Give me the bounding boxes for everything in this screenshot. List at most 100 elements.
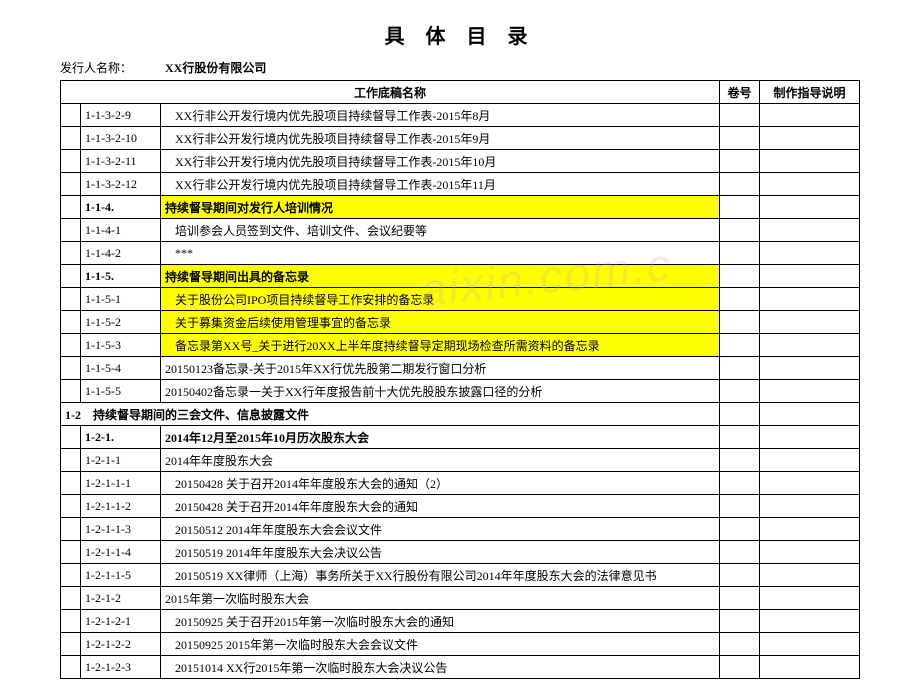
- header-volume: 卷号: [720, 81, 760, 104]
- cell-spacer: [61, 518, 81, 541]
- cell-spacer: [61, 495, 81, 518]
- cell-guide: [760, 518, 860, 541]
- cell-guide: [760, 127, 860, 150]
- issuer-line: 发行人名称： XX行股份有限公司: [60, 59, 860, 76]
- cell-volume: [720, 380, 760, 403]
- cell-guide: [760, 173, 860, 196]
- table-row: 1-2-1-1-220150428 关于召开2014年年度股东大会的通知: [61, 495, 860, 518]
- cell-desc: XX行非公开发行境内优先股项目持续督导工作表-2015年11月: [161, 173, 720, 196]
- cell-guide: [760, 426, 860, 449]
- cell-desc: 关于股份公司IPO项目持续督导工作安排的备忘录: [161, 288, 720, 311]
- cell-code: 1-1-5-2: [81, 311, 161, 334]
- cell-guide: [760, 495, 860, 518]
- issuer-label: 发行人名称：: [60, 59, 132, 76]
- cell-spacer: [61, 357, 81, 380]
- cell-guide: [760, 219, 860, 242]
- header-guide: 制作指导说明: [760, 81, 860, 104]
- cell-spacer: [61, 173, 81, 196]
- section-1-2-label: 1-2 持续督导期间的三会文件、信息披露文件: [61, 403, 720, 426]
- cell-desc: 20151014 XX行2015年第一次临时股东大会决议公告: [161, 656, 720, 679]
- cell-volume: [720, 334, 760, 357]
- cell-guide: [760, 242, 860, 265]
- table-row: 1-2-1-1-120150428 关于召开2014年年度股东大会的通知（2）: [61, 472, 860, 495]
- cell-volume: [720, 150, 760, 173]
- cell-desc: 持续督导期间对发行人培训情况: [161, 196, 720, 219]
- table-row: 1-1-5-420150123备忘录-关于2015年XX行优先股第二期发行窗口分…: [61, 357, 860, 380]
- cell-code: 1-1-3-2-10: [81, 127, 161, 150]
- cell-spacer: [61, 472, 81, 495]
- cell-code: 1-1-5-5: [81, 380, 161, 403]
- cell-code: 1-1-5-3: [81, 334, 161, 357]
- cell-spacer: [61, 127, 81, 150]
- issuer-name: XX行股份有限公司: [165, 59, 266, 76]
- cell-desc: ***: [161, 242, 720, 265]
- table-row: 1-1-5-520150402备忘录一关于XX行年度报告前十大优先股股东披露口径…: [61, 380, 860, 403]
- cell-volume: [720, 426, 760, 449]
- cell-volume: [720, 219, 760, 242]
- table-row: 1-2-1-2-320151014 XX行2015年第一次临时股东大会决议公告: [61, 656, 860, 679]
- cell-code: 1-2-1-1-5: [81, 564, 161, 587]
- cell-guide: [760, 472, 860, 495]
- cell-spacer: [61, 104, 81, 127]
- cell-spacer: [61, 288, 81, 311]
- table-row: 1-1-5-3备忘录第XX号_关于进行20XX上半年度持续督导定期现场检查所需资…: [61, 334, 860, 357]
- cell-guide: [760, 196, 860, 219]
- cell-code: 1-2-1-2-3: [81, 656, 161, 679]
- cell-desc: 20150925 关于召开2015年第一次临时股东大会的通知: [161, 610, 720, 633]
- cell-volume: [720, 403, 760, 426]
- cell-spacer: [61, 334, 81, 357]
- table-row: 1-1-3-2-12XX行非公开发行境内优先股项目持续督导工作表-2015年11…: [61, 173, 860, 196]
- cell-code: 1-2-1-2: [81, 587, 161, 610]
- cell-spacer: [61, 196, 81, 219]
- cell-spacer: [61, 656, 81, 679]
- cell-desc: 20150519 2014年年度股东大会决议公告: [161, 541, 720, 564]
- header-row: 工作底稿名称 卷号 制作指导说明: [61, 81, 860, 104]
- cell-volume: [720, 173, 760, 196]
- header-name: 工作底稿名称: [61, 81, 720, 104]
- cell-code: 1-2-1-1-1: [81, 472, 161, 495]
- table-row: 1-2-1-2-120150925 关于召开2015年第一次临时股东大会的通知: [61, 610, 860, 633]
- cell-desc: 备忘录第XX号_关于进行20XX上半年度持续督导定期现场检查所需资料的备忘录: [161, 334, 720, 357]
- table-row: 1-2-1-22015年第一次临时股东大会: [61, 587, 860, 610]
- cell-code: 1-1-4-1: [81, 219, 161, 242]
- cell-guide: [760, 541, 860, 564]
- cell-desc: 20150402备忘录一关于XX行年度报告前十大优先股股东披露口径的分析: [161, 380, 720, 403]
- table-row: 1-1-3-2-10XX行非公开发行境内优先股项目持续督导工作表-2015年9月: [61, 127, 860, 150]
- cell-code: 1-1-3-2-9: [81, 104, 161, 127]
- cell-guide: [760, 334, 860, 357]
- cell-code: 1-1-3-2-11: [81, 150, 161, 173]
- cell-volume: [720, 357, 760, 380]
- cell-guide: [760, 104, 860, 127]
- cell-desc: 培训参会人员签到文件、培训文件、会议纪要等: [161, 219, 720, 242]
- cell-volume: [720, 242, 760, 265]
- cell-desc: 20150512 2014年年度股东大会会议文件: [161, 518, 720, 541]
- cell-spacer: [61, 449, 81, 472]
- page-title: 具 体 目 录: [60, 20, 860, 49]
- cell-spacer: [61, 541, 81, 564]
- table-row: 1-1-4.持续督导期间对发行人培训情况: [61, 196, 860, 219]
- cell-volume: [720, 587, 760, 610]
- cell-desc: 关于募集资金后续使用管理事宜的备忘录: [161, 311, 720, 334]
- cell-desc: XX行非公开发行境内优先股项目持续督导工作表-2015年10月: [161, 150, 720, 173]
- cell-spacer: [61, 311, 81, 334]
- cell-volume: [720, 610, 760, 633]
- table-row: 1-2-1-12014年年度股东大会: [61, 449, 860, 472]
- cell-code: 1-2-1.: [81, 426, 161, 449]
- cell-desc: XX行非公开发行境内优先股项目持续督导工作表-2015年8月: [161, 104, 720, 127]
- catalog-table: 工作底稿名称 卷号 制作指导说明 1-1-3-2-9XX行非公开发行境内优先股项…: [60, 80, 860, 679]
- cell-spacer: [61, 242, 81, 265]
- table-row: 1-2-1-1-320150512 2014年年度股东大会会议文件: [61, 518, 860, 541]
- table-row: 1-2-1-1-420150519 2014年年度股东大会决议公告: [61, 541, 860, 564]
- cell-volume: [720, 127, 760, 150]
- cell-code: 1-1-3-2-12: [81, 173, 161, 196]
- cell-spacer: [61, 587, 81, 610]
- cell-spacer: [61, 265, 81, 288]
- cell-desc: 2014年年度股东大会: [161, 449, 720, 472]
- cell-desc: 20150519 XX律师（上海）事务所关于XX行股份有限公司2014年年度股东…: [161, 564, 720, 587]
- cell-volume: [720, 288, 760, 311]
- cell-guide: [760, 265, 860, 288]
- cell-code: 1-1-4-2: [81, 242, 161, 265]
- cell-code: 1-2-1-1-2: [81, 495, 161, 518]
- table-row: 1-1-5-2关于募集资金后续使用管理事宜的备忘录: [61, 311, 860, 334]
- cell-guide: [760, 288, 860, 311]
